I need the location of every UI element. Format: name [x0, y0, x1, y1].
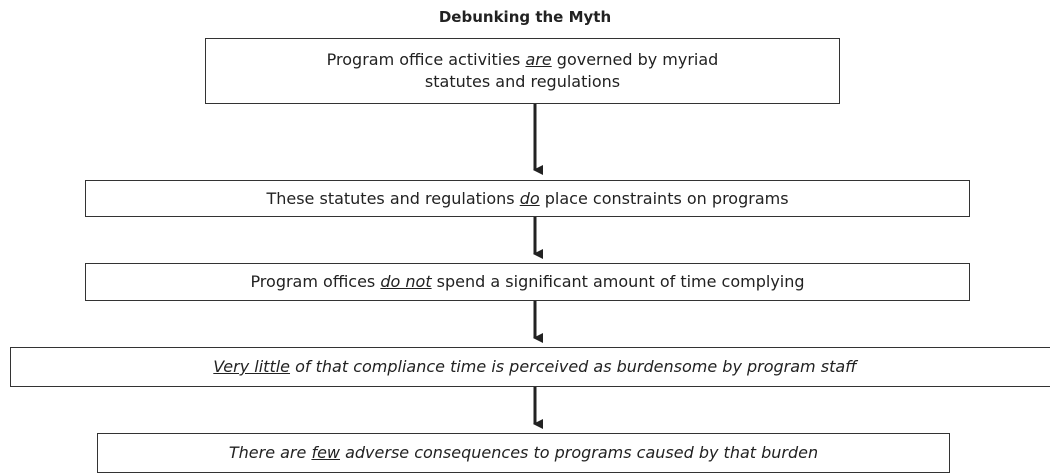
text-segment: There are [228, 443, 312, 462]
text-segment: place constraints on programs [539, 188, 789, 208]
text-segment: few [311, 443, 340, 462]
text-segment: Program office activities [326, 50, 526, 69]
text-line: Program offices do not spend a significa… [250, 271, 804, 293]
text-segment: adverse consequences to programs caused … [340, 443, 819, 462]
flow-box: There are few adverse consequences to pr… [97, 433, 950, 473]
diagram-title: Debunking the Myth [438, 8, 612, 26]
text-segment: These statutes and regulations [266, 188, 520, 208]
text-line: Program office activities are governed b… [327, 49, 719, 71]
text-line: There are few adverse consequences to pr… [229, 442, 818, 464]
flow-box: Program office activities are governed b… [205, 38, 840, 104]
text-segment: spend a significant amount of time compl… [431, 272, 805, 291]
text-segment: governed by myriad [551, 50, 719, 69]
text-segment: are [525, 50, 552, 69]
flow-box: Program offices do not spend a significa… [85, 263, 970, 301]
text-segment: do not [380, 272, 432, 291]
text-line: statutes and regulations [425, 71, 620, 93]
text-segment: Program offices [250, 272, 381, 291]
text-line: Very little of that compliance time is p… [213, 356, 856, 378]
flow-box: Very little of that compliance time is p… [10, 347, 1050, 387]
text-segment: Very little [213, 357, 291, 376]
text-segment: of that compliance time is perceived as … [290, 357, 857, 376]
text-segment: statutes and regulations [424, 72, 621, 91]
text-line: These statutes and regulations do place … [266, 188, 788, 210]
flow-box: These statutes and regulations do place … [85, 180, 970, 217]
text-segment: do [519, 188, 540, 208]
